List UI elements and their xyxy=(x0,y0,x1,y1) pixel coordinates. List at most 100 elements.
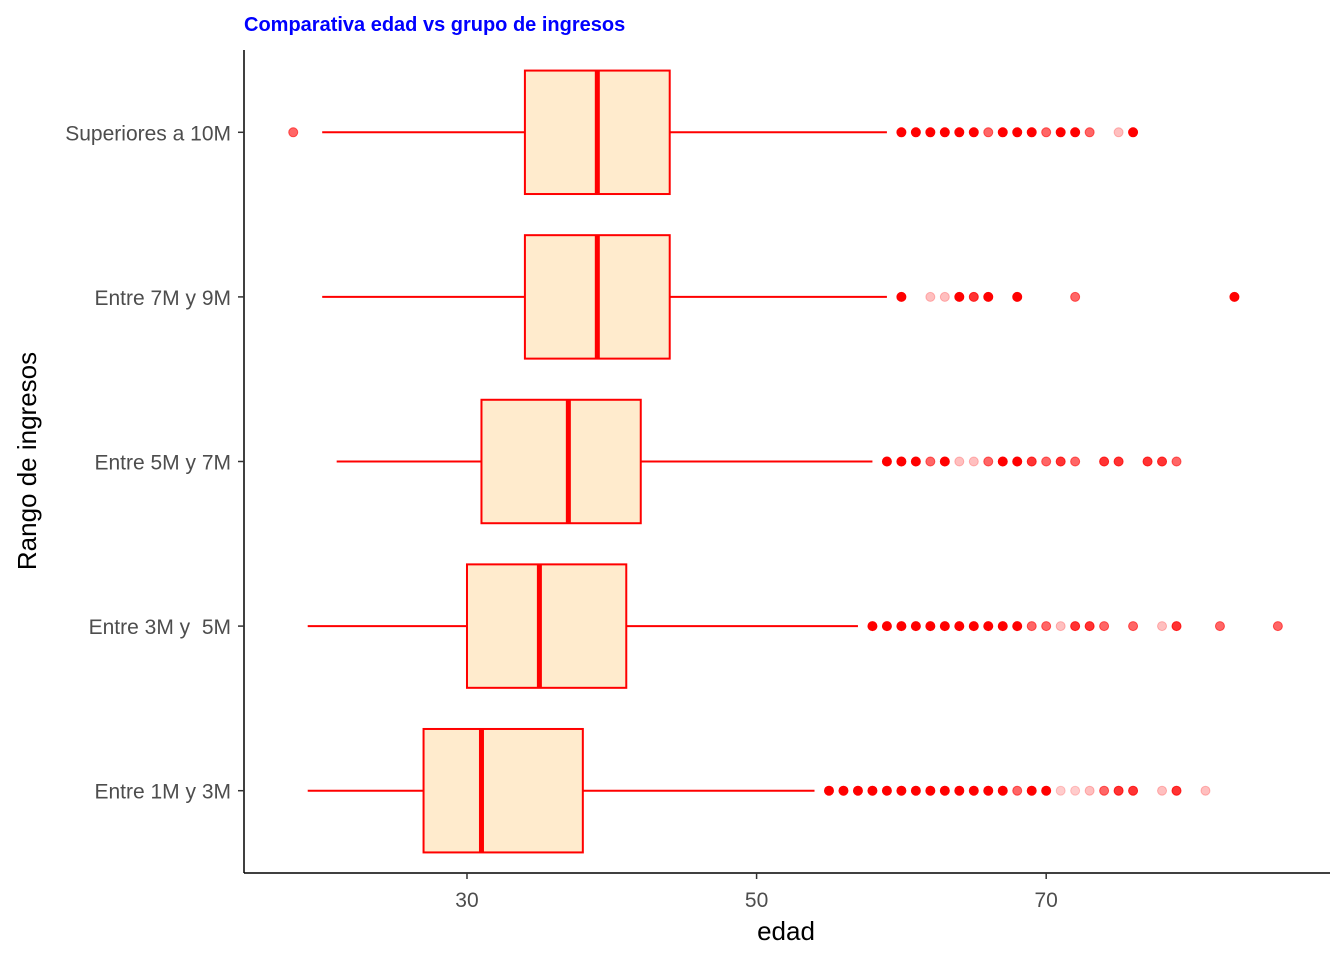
outlier-point xyxy=(1171,621,1182,632)
outlier-point xyxy=(1070,785,1081,796)
outlier-point xyxy=(1055,621,1066,632)
outlier-point xyxy=(997,785,1008,796)
outlier-point xyxy=(925,456,936,467)
box-group-4 xyxy=(288,69,1139,196)
outlier-point xyxy=(925,621,936,632)
outlier-point xyxy=(925,785,936,796)
box-group-3 xyxy=(322,234,1240,360)
outlier-point xyxy=(910,456,921,467)
outlier-point xyxy=(1012,291,1023,302)
outlier-point xyxy=(881,785,892,796)
outlier-point xyxy=(954,127,965,138)
outlier-point xyxy=(1229,291,1240,302)
iqr-box xyxy=(422,727,584,854)
outlier-point xyxy=(968,127,979,138)
outlier-point xyxy=(954,456,965,467)
outlier-point xyxy=(1084,127,1095,138)
outlier-point xyxy=(939,456,950,467)
iqr-box xyxy=(480,398,642,525)
outlier-point xyxy=(910,621,921,632)
outlier-point xyxy=(910,127,921,138)
x-axis-ticks: 30 50 70 xyxy=(455,873,1058,912)
outlier-point xyxy=(1142,456,1153,467)
x-tick-label: 30 xyxy=(455,889,478,912)
outlier-point xyxy=(968,785,979,796)
outlier-point xyxy=(983,127,994,138)
outlier-point xyxy=(1157,785,1168,796)
outlier-point xyxy=(983,291,994,302)
outlier-point xyxy=(968,621,979,632)
outlier-point xyxy=(1041,456,1052,467)
outlier-point xyxy=(1214,621,1225,632)
outlier-point xyxy=(925,127,936,138)
outlier-point xyxy=(983,785,994,796)
chart-title: Comparativa edad vs grupo de ingresos xyxy=(244,14,625,36)
outlier-point xyxy=(1113,456,1124,467)
outlier-point xyxy=(1070,127,1081,138)
y-tick-label: Entre 5M y 7M xyxy=(94,452,231,475)
outlier-point xyxy=(1200,785,1211,796)
outlier-point xyxy=(896,785,907,796)
outlier-point xyxy=(1012,127,1023,138)
y-tick-label: Superiores a 10M xyxy=(65,122,231,145)
outlier-point xyxy=(1113,785,1124,796)
outlier-point xyxy=(939,785,950,796)
outlier-point xyxy=(968,291,979,302)
outlier-point xyxy=(1084,621,1095,632)
outlier-point xyxy=(1012,785,1023,796)
outlier-point xyxy=(983,621,994,632)
outlier-point xyxy=(1012,621,1023,632)
outlier-point xyxy=(1171,456,1182,467)
outlier-point xyxy=(896,291,907,302)
outlier-point xyxy=(954,621,965,632)
plot-area xyxy=(288,69,1283,854)
outlier-point xyxy=(1128,621,1139,632)
outlier-point xyxy=(1026,621,1037,632)
outlier-point xyxy=(881,621,892,632)
outlier-point xyxy=(983,456,994,467)
outlier-point xyxy=(1070,621,1081,632)
outlier-point xyxy=(852,785,863,796)
outlier-point xyxy=(1070,456,1081,467)
outlier-point xyxy=(1272,621,1283,632)
outlier-point xyxy=(838,785,849,796)
outlier-point xyxy=(881,456,892,467)
outlier-point xyxy=(823,785,834,796)
y-tick-label: Entre 7M y 9M xyxy=(94,287,231,310)
outlier-point xyxy=(1026,456,1037,467)
outlier-point xyxy=(896,621,907,632)
outlier-point xyxy=(288,127,299,138)
outlier-point xyxy=(1157,456,1168,467)
outlier-point xyxy=(997,621,1008,632)
box-group-1 xyxy=(307,563,1283,689)
box-group-0 xyxy=(307,727,1211,854)
y-axis-title: Rango de ingresos xyxy=(12,352,42,570)
y-tick-label: Entre 1M y 3M xyxy=(94,781,231,804)
outlier-point xyxy=(1128,785,1139,796)
outlier-point xyxy=(1026,127,1037,138)
outlier-point xyxy=(867,785,878,796)
outlier-point xyxy=(896,456,907,467)
outlier-point xyxy=(867,621,878,632)
box-group-2 xyxy=(336,398,1182,525)
outlier-point xyxy=(1099,456,1110,467)
outlier-point xyxy=(1128,127,1139,138)
x-tick-label: 70 xyxy=(1035,889,1058,912)
outlier-point xyxy=(1026,785,1037,796)
outlier-point xyxy=(896,127,907,138)
y-tick-label: Entre 3M y 5M xyxy=(89,616,231,639)
outlier-point xyxy=(997,456,1008,467)
outlier-point xyxy=(1055,456,1066,467)
outlier-point xyxy=(968,456,979,467)
outlier-point xyxy=(1157,621,1168,632)
x-axis-title: edad xyxy=(757,916,815,946)
outlier-point xyxy=(997,127,1008,138)
outlier-point xyxy=(939,291,950,302)
outlier-point xyxy=(954,785,965,796)
iqr-box xyxy=(465,563,628,689)
outlier-point xyxy=(1070,291,1081,302)
outlier-point xyxy=(1099,621,1110,632)
outlier-point xyxy=(1041,127,1052,138)
outlier-point xyxy=(910,785,921,796)
outlier-point xyxy=(939,621,950,632)
